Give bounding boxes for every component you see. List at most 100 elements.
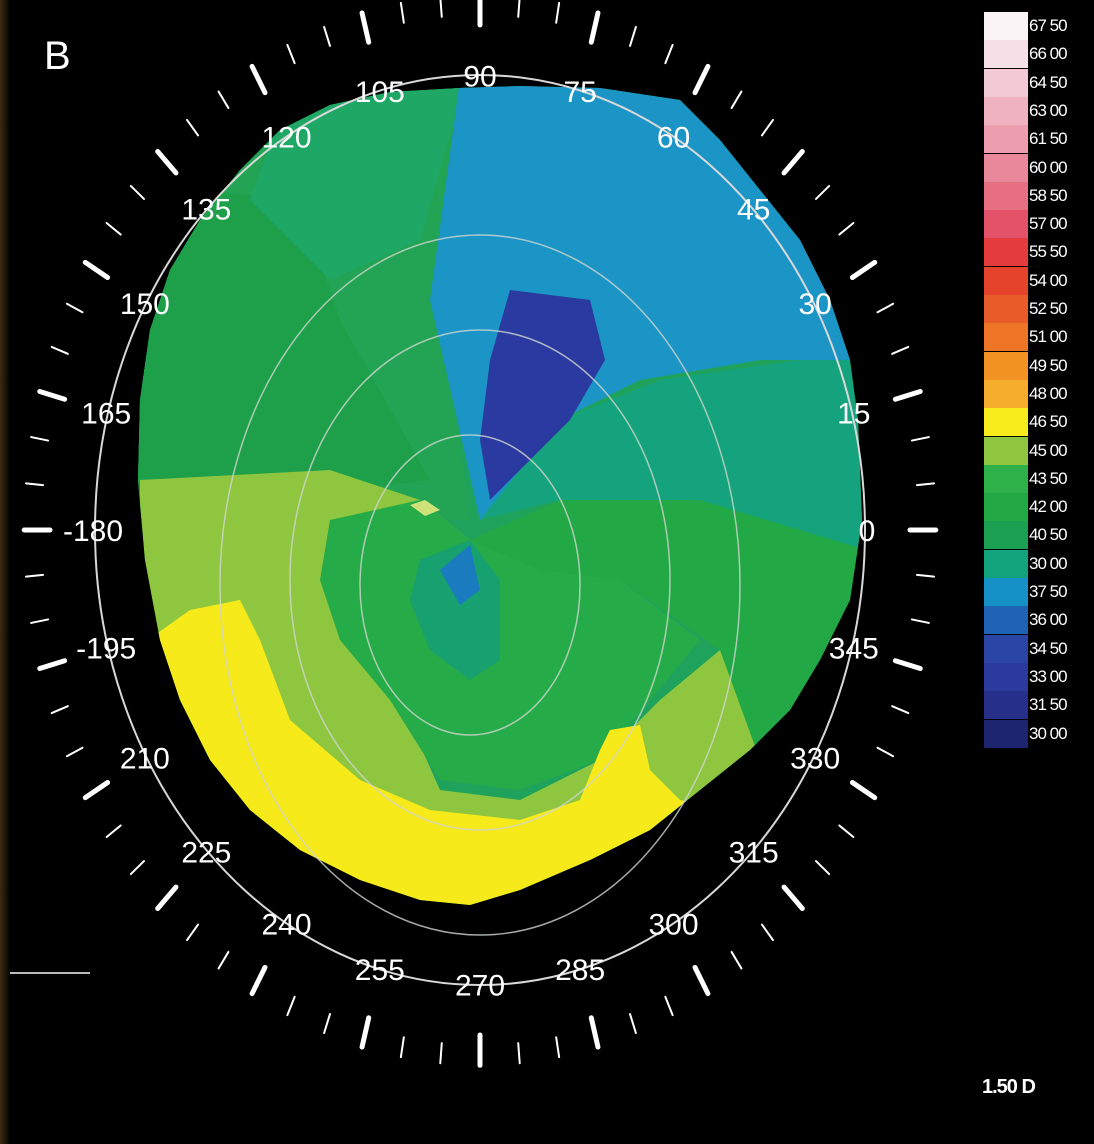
major-tick [849,780,878,801]
scale-label: 61 50 [1029,129,1068,149]
zone-green-right [470,500,862,760]
angle-label: 60 [657,121,690,154]
scale-row: 51 00 [984,323,1094,352]
scale-swatch [984,549,1028,578]
scale-label: 43 50 [1029,468,1068,488]
scale-row: 33 00 [984,662,1094,691]
angle-label: 345 [829,633,879,666]
scale-swatch [984,40,1028,69]
scale-label: 48 00 [1029,383,1068,403]
major-tick [359,10,372,45]
outer-rings [94,74,866,986]
scale-swatch [984,691,1028,720]
minor-tick [399,1036,405,1059]
angle-label: 135 [181,194,231,227]
scale-label: 58 50 [1029,185,1068,205]
left-marker-line [10,972,90,974]
minor-tick [664,43,674,65]
scale-swatch [984,96,1028,125]
zone-dark-blue [480,290,605,500]
scale-label: 30 00 [1029,723,1068,743]
minor-tick [814,184,831,200]
minor-tick [915,573,936,578]
scale-label: 31 50 [1029,695,1068,715]
minor-tick [629,1013,637,1035]
scale-swatch [984,266,1028,295]
angle-label: 90 [463,61,496,94]
major-tick [37,658,68,672]
angle-label: 0 [859,515,876,548]
scale-swatch [984,379,1028,408]
angle-label: 330 [790,742,840,775]
angle-ticks [21,0,939,1068]
scale-swatch [984,12,1028,40]
angle-label: 15 [837,397,870,430]
angle-label: 75 [563,76,596,109]
scale-label: 52 50 [1029,299,1068,318]
major-tick [588,1015,601,1050]
zone-left-mid [138,180,430,520]
scale-swatch [984,125,1028,154]
scale-swatch [984,436,1028,465]
minor-tick [30,618,50,624]
scale-label: 54 00 [1029,270,1068,290]
scale-row: 31 50 [984,691,1094,720]
angle-label: 150 [120,288,170,321]
minor-tick [910,436,930,442]
scale-row: 30 00 [984,719,1094,748]
color-scale: 67 50 66 00 64 50 63 00 61 50 60 00 58 50 57 00… [984,0,1094,1144]
scale-row: 55 50 [984,238,1094,267]
scale-swatch [984,68,1028,97]
scale-row: 45 00 [984,436,1094,465]
major-tick [82,259,111,280]
minor-tick [30,436,50,442]
zone-small-blue [440,545,480,605]
angle-label: 285 [555,954,605,987]
major-tick [692,964,711,997]
minor-tick [105,221,122,236]
scale-swatch [984,181,1028,210]
angle-label: 45 [737,194,770,227]
angle-label: 255 [355,954,405,987]
minor-tick [876,302,895,314]
scale-swatch [984,295,1028,323]
scale-label: 37 50 [1029,582,1068,601]
zone-teal-right [480,360,862,560]
minor-tick [186,118,200,137]
angle-label: 120 [261,121,311,154]
minor-tick [50,705,69,715]
minor-tick [65,746,84,758]
scale-swatch [984,408,1028,437]
scale-swatch [984,323,1028,352]
scale-row: 52 50 [984,295,1094,323]
major-tick [692,63,711,96]
scale-row: 37 50 [984,578,1094,606]
scale-swatch [984,606,1028,635]
angle-label: 300 [648,909,698,942]
minor-tick [555,1036,561,1059]
scale-row: 42 00 [984,493,1094,522]
scale-label: 57 00 [1029,214,1068,234]
major-tick [82,780,111,801]
minor-tick [517,1042,521,1065]
minor-tick [24,573,45,578]
zone-center-teal [410,540,500,680]
scale-label: 60 00 [1029,157,1068,177]
major-tick [892,658,923,672]
major-tick [588,10,601,45]
scale-label: 51 00 [1029,327,1068,347]
angle-label: 105 [355,76,405,109]
scale-row: 58 50 [984,181,1094,210]
minor-tick [555,1,561,24]
angle-label: -180 [63,515,123,548]
scale-label: 49 50 [1029,355,1068,375]
minor-tick [217,90,230,110]
scale-label: 67 50 [1029,16,1068,35]
minor-tick [439,0,443,18]
scale-step-label: 1.50 D [982,1076,1036,1098]
scale-label: 66 00 [1029,44,1068,64]
zone-rings [219,234,741,936]
scale-swatch [984,210,1028,239]
scale-row: 57 00 [984,210,1094,239]
